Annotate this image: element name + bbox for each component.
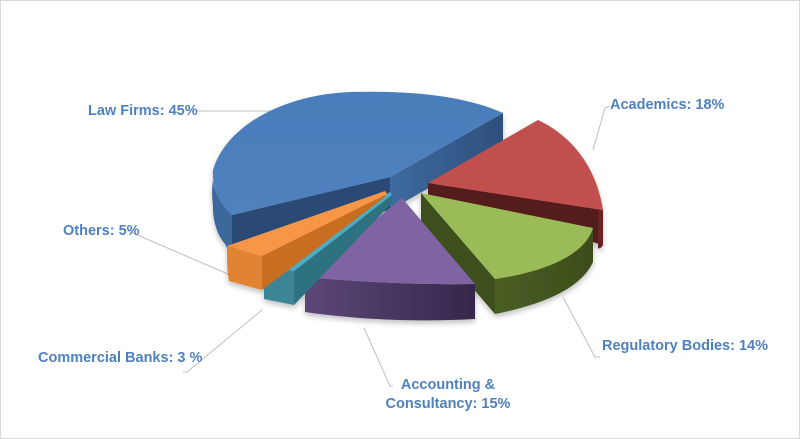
leader-line-others [127,230,238,279]
label-accounting-consultancy: Accounting & Consultancy: 15% [378,376,518,414]
slice-accounting-consultancy[interactable] [305,198,475,321]
label-accounting-line1: Accounting & [400,377,496,393]
slice-regulatory-bodies[interactable] [421,193,593,314]
label-regulatory-bodies: Regulatory Bodies: 14% [602,338,768,354]
label-accounting-line2: Consultancy: 15% [385,396,511,412]
slice-others[interactable] [227,191,387,290]
leader-line-banks [183,309,263,373]
label-academics: Academics: 18% [610,97,725,113]
leader-line-accounting [363,327,393,387]
leader-lines [127,105,611,387]
leader-line-academics [592,105,611,151]
leader-line-regulatory [562,296,600,358]
label-law-firms: Law Firms: 45% [88,103,198,119]
label-others: Others: 5% [63,223,140,239]
label-commercial-banks: Commercial Banks: 3 % [38,350,203,366]
